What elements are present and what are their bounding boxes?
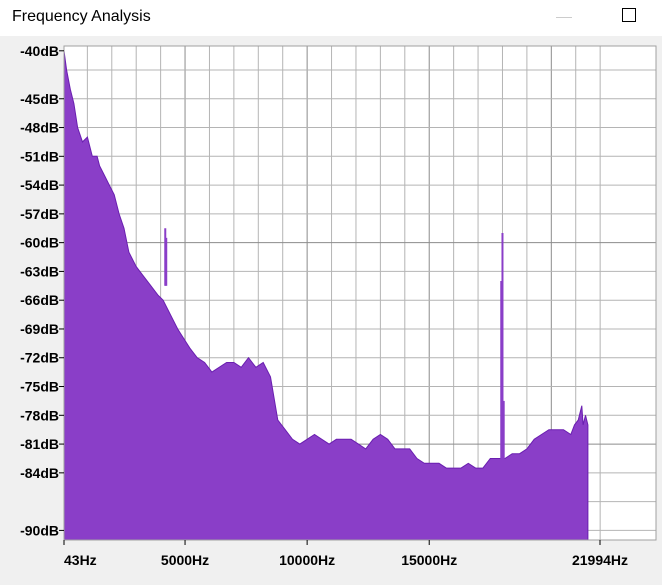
y-tick-label: -66dB [20,292,59,308]
y-tick-label: -69dB [20,321,59,337]
window-title: Frequency Analysis [12,8,151,25]
minimize-icon[interactable] [555,8,573,26]
y-tick-label: -63dB [20,263,59,279]
y-tick-label: -84dB [20,465,59,481]
series-layer [63,50,589,541]
y-tick-labels: -40dB -45dB -48dB -51dB -54dB -57dB -60dB -63dB… [20,43,64,538]
y-tick-label: -57dB [20,206,59,222]
axes [63,45,657,541]
maximize-icon[interactable] [622,8,636,22]
y-tick-label: -75dB [20,379,59,395]
plot-border [63,45,657,541]
y-tick-label: -60dB [20,235,59,251]
spectrum-area-series-0 [63,50,589,541]
x-tick-labels: 43Hz 5000Hz 10000Hz 15000Hz 21994Hz [63,540,628,568]
x-tick-label: 5000Hz [161,552,209,568]
y-tick-label: -40dB [20,43,59,59]
title-bar: Frequency Analysis [0,0,662,36]
y-tick-label: -45dB [20,91,59,107]
y-tick-label: -54dB [20,177,59,193]
x-tick-label: 15000Hz [401,552,457,568]
chart-area: -40dB -45dB -48dB -51dB -54dB -57dB -60dB -63dB… [0,36,662,580]
y-tick-label: -90dB [20,522,59,538]
y-tick-label: -48dB [20,120,59,136]
x-tick-label: 21994Hz [572,552,628,568]
frequency-chart: -40dB -45dB -48dB -51dB -54dB -57dB -60dB -63dB… [20,43,657,568]
y-tick-label: -78dB [20,407,59,423]
y-tick-label: -51dB [20,148,59,164]
x-tick-label: 43Hz [64,552,97,568]
x-tick-label: 10000Hz [279,552,335,568]
y-tick-label: -81dB [20,436,59,452]
y-tick-label: -72dB [20,350,59,366]
